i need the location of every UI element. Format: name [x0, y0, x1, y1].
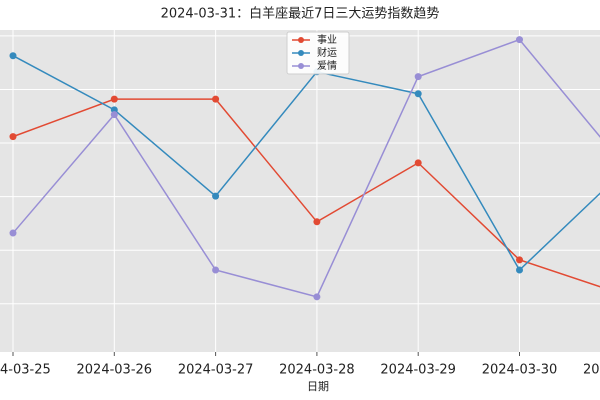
legend-marker [298, 37, 304, 43]
point [414, 73, 422, 81]
point [516, 36, 523, 44]
x-tick-label: 2024-03-31 [583, 363, 600, 378]
legend-label: 事业 [317, 33, 337, 46]
point [110, 111, 118, 119]
legend-marker [298, 50, 304, 56]
point [516, 256, 523, 264]
point [414, 90, 422, 98]
point [313, 218, 321, 226]
point [110, 95, 118, 103]
chart-title: 2024-03-31：白羊座最近7日三大运势指数趋势 [161, 6, 440, 22]
point [212, 192, 220, 200]
plot-area [0, 30, 600, 352]
legend-label: 爱情 [317, 59, 337, 72]
x-tick-label: 2024-03-28 [279, 363, 355, 378]
point [9, 229, 17, 237]
point [9, 133, 17, 141]
x-tick-label: 2024-03-26 [77, 363, 153, 378]
point [414, 159, 422, 167]
x-tick-label: 2024-03-25 [0, 363, 51, 378]
x-tick-label: 2024-03-29 [380, 363, 456, 378]
legend-marker [298, 63, 304, 69]
x-axis-label: 日期 [307, 380, 329, 393]
point [313, 293, 321, 301]
legend-label: 财运 [317, 46, 337, 59]
x-tick-label: 2024-03-30 [482, 363, 558, 378]
point [212, 95, 220, 103]
x-tick-label: 2024-03-27 [178, 363, 254, 378]
point [516, 266, 523, 274]
point [9, 52, 17, 60]
point [212, 266, 220, 274]
point [110, 106, 118, 114]
